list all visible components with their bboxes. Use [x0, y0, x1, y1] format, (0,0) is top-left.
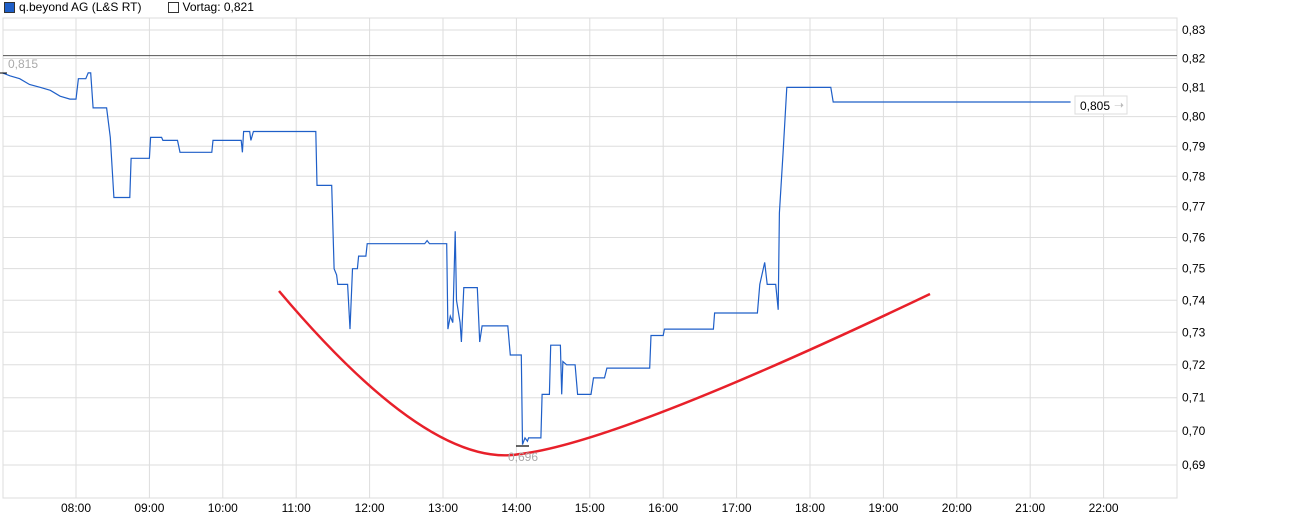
trend-curve	[278, 290, 931, 457]
vortag-swatch	[167, 1, 179, 13]
x-tick-label: 17:00	[722, 501, 752, 515]
arrow-right-icon: ➝	[1114, 98, 1124, 112]
y-tick-label: 0,83	[1182, 23, 1206, 37]
x-tick-label: 08:00	[61, 501, 91, 515]
y-tick-label: 0,73	[1182, 325, 1206, 339]
x-tick-label: 21:00	[1015, 501, 1045, 515]
series-line	[2, 72, 1071, 445]
x-tick-label: 13:00	[428, 501, 458, 515]
series-swatch	[4, 1, 15, 13]
low-label: 0,696	[508, 450, 538, 464]
x-tick-label: 20:00	[942, 501, 972, 515]
x-tick-label: 15:00	[575, 501, 605, 515]
high-label: 0,815	[8, 57, 38, 71]
y-tick-label: 0,75	[1182, 262, 1206, 276]
x-tick-label: 12:00	[355, 501, 385, 515]
grid	[2, 17, 1178, 499]
y-tick-label: 0,79	[1182, 139, 1206, 153]
y-tick-label: 0,72	[1182, 358, 1206, 372]
last-price-label: 0,805	[1080, 99, 1110, 113]
y-tick-label: 0,78	[1182, 169, 1206, 183]
series-label: q.beyond AG (L&S RT)	[19, 0, 142, 14]
y-tick-label: 0,82	[1182, 52, 1206, 66]
y-tick-label: 0,74	[1182, 293, 1206, 307]
y-tick-label: 0,76	[1182, 230, 1206, 244]
y-tick-label: 0,77	[1182, 200, 1206, 214]
x-tick-label: 22:00	[1089, 501, 1119, 515]
y-tick-label: 0,69	[1182, 458, 1206, 472]
x-tick-label: 11:00	[282, 501, 311, 515]
x-tick-label: 19:00	[868, 501, 898, 515]
y-tick-label: 0,80	[1182, 110, 1206, 124]
legend: q.beyond AG (L&S RT) Vortag: 0,821	[4, 0, 274, 14]
x-tick-label: 18:00	[795, 501, 825, 515]
legend-item-vortag[interactable]: Vortag: 0,821	[167, 0, 254, 14]
vortag-label: Vortag: 0,821	[182, 0, 254, 14]
y-tick-label: 0,70	[1182, 424, 1206, 438]
x-tick-label: 16:00	[648, 501, 678, 515]
x-tick-label: 10:00	[208, 501, 238, 515]
last-price-box: 0,805 ➝	[1074, 95, 1128, 115]
x-tick-label: 14:00	[501, 501, 531, 515]
x-tick-label: 09:00	[134, 501, 164, 515]
y-tick-label: 0,81	[1182, 80, 1206, 94]
y-axis-ticks: 0,69 0,70 0,71 0,72 0,73 0,74 0,75 0,76 0,77 0,78…	[1182, 23, 1206, 472]
y-tick-label: 0,71	[1182, 391, 1206, 405]
legend-item-series[interactable]: q.beyond AG (L&S RT)	[4, 0, 142, 14]
x-axis-ticks: 08:00 09:00 10:00 11:00 12:00 13:00 14:00 15:00…	[61, 501, 1119, 515]
